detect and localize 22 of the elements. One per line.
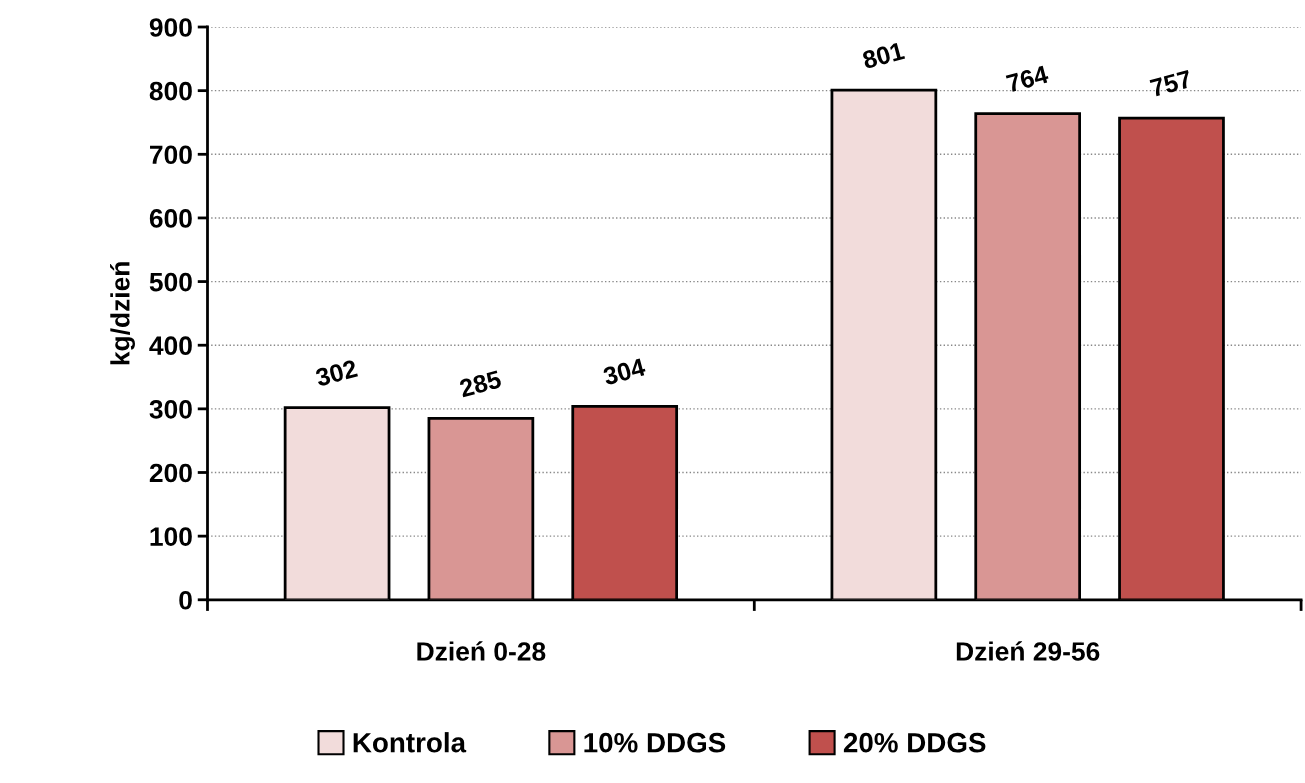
x-tick-label: Dzień 0-28 [417, 641, 546, 661]
data-label: 285 [458, 370, 503, 398]
y-tick-label: 900 [149, 18, 192, 37]
y-tick-label: 100 [150, 527, 192, 546]
data-label: 757 [1149, 69, 1193, 98]
y-tick-label: 300 [149, 399, 192, 419]
data-label: 801 [861, 41, 906, 70]
y-tick-label: 0 [179, 590, 192, 610]
legend-label: 20% DDGS [843, 732, 986, 753]
data-label: 764 [1005, 65, 1050, 93]
y-tick-label: 200 [149, 463, 192, 483]
data-label: 304 [602, 357, 647, 386]
data-label: 302 [314, 359, 359, 387]
y-tick-label: 700 [150, 145, 192, 165]
y-tick-label: 500 [149, 272, 192, 292]
x-tick-label: Dzień 29-56 [956, 641, 1100, 661]
legend-label: Kontrola [353, 732, 467, 753]
y-tick-label: 600 [149, 209, 192, 228]
y-tick-label: 800 [149, 81, 192, 101]
y-tick-label: 400 [149, 336, 192, 356]
y-axis-title: kg/dzień [110, 262, 135, 365]
legend-label: 10% DDGS [584, 732, 726, 753]
